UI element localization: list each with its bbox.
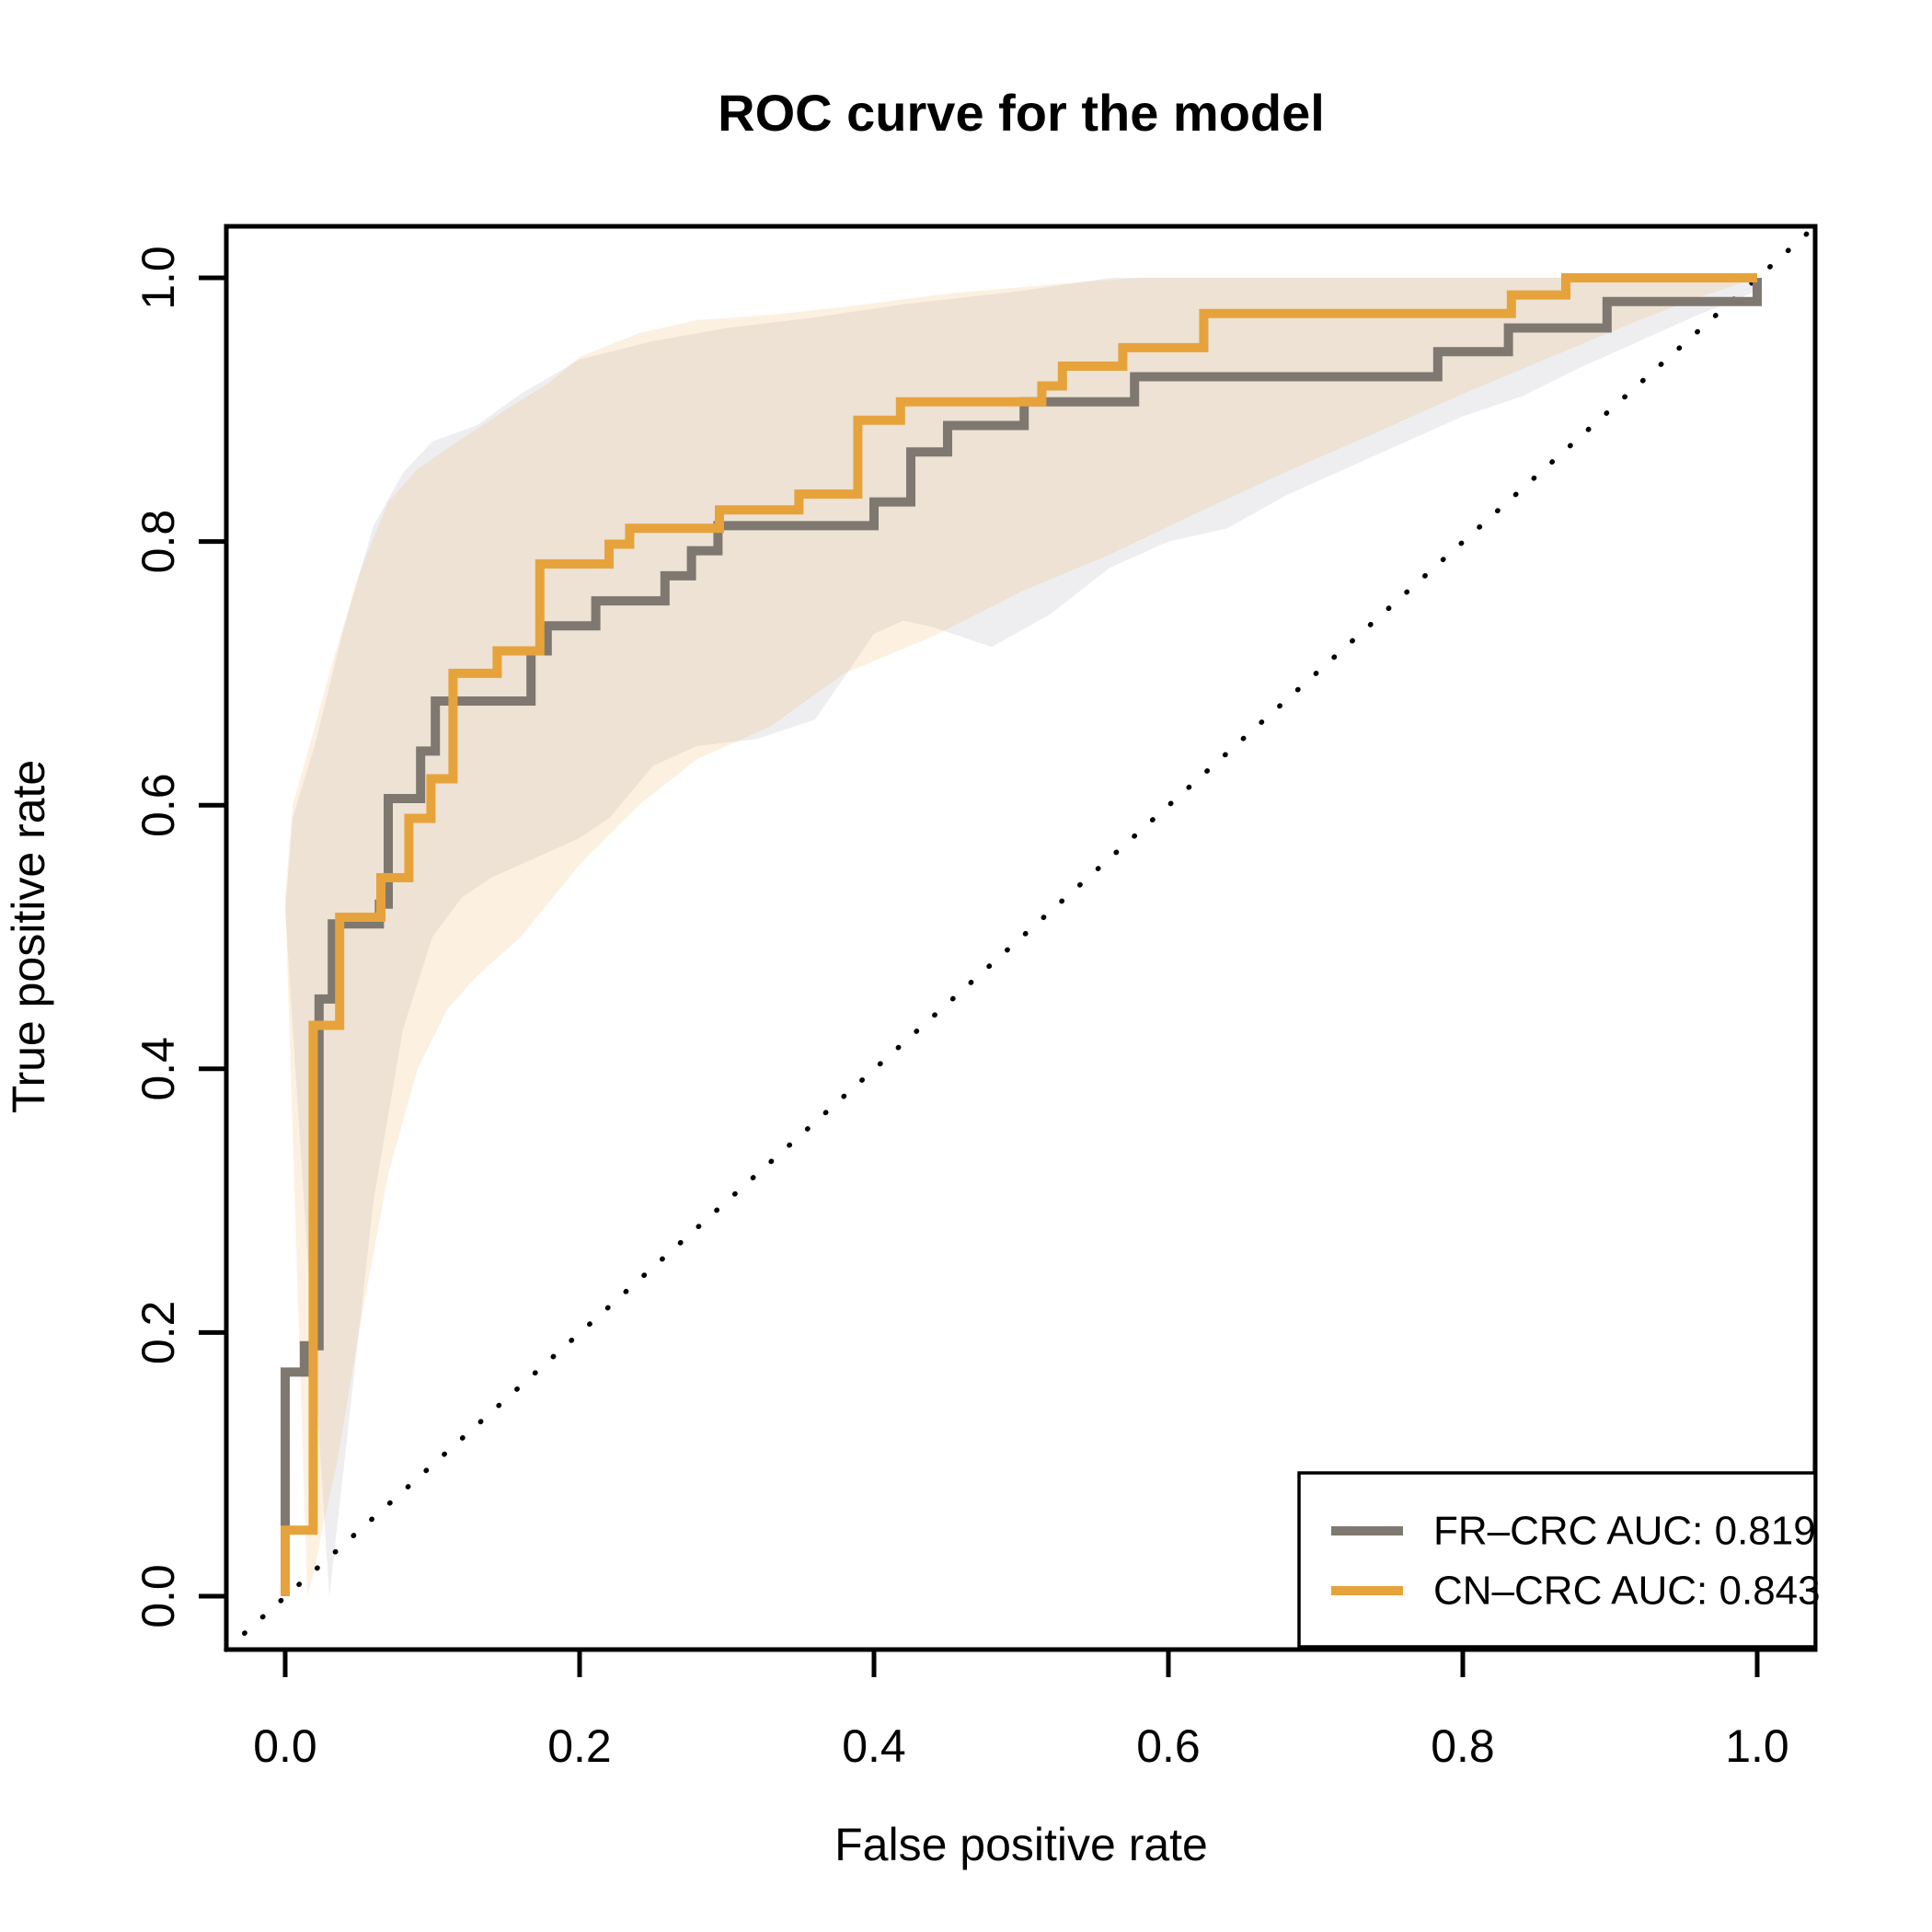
- y-tick-label: 1.0: [132, 246, 184, 310]
- legend-box: FR–CRC AUC: 0.819 CN–CRC AUC: 0.843: [1297, 1471, 1821, 1649]
- chart-title: ROC curve for the model: [718, 84, 1325, 142]
- axis-ticks: 0.0 0.2 0.4 0.6 0.8 1.0 0.0 0.2 0.4 0.6 0.8 1.0: [132, 246, 1789, 1772]
- chance-diagonal: [224, 224, 1818, 1652]
- y-tick-label: 0.4: [132, 1037, 184, 1101]
- y-axis-label: True positive rate: [3, 760, 54, 1113]
- y-tick-label: 0.0: [132, 1564, 184, 1628]
- x-tick-label: 0.4: [842, 1720, 906, 1772]
- x-tick-label: 0.6: [1136, 1720, 1201, 1772]
- x-tick-label: 1.0: [1725, 1720, 1789, 1772]
- confidence-band-cn-crc: [285, 278, 1757, 1596]
- roc-curve-fr-crc: [281, 278, 1762, 1596]
- plot-frame: [224, 224, 1818, 1652]
- x-axis-label: False positive rate: [834, 1819, 1208, 1870]
- legend-label-0: FR–CRC AUC: 0.819: [1433, 1509, 1816, 1554]
- plot-border: [224, 224, 1818, 1652]
- y-tick-label: 0.8: [132, 510, 184, 574]
- x-tick-label: 0.0: [253, 1720, 317, 1772]
- legend-frame: [1297, 1471, 1817, 1649]
- diagonal-dotted-line: [224, 224, 1818, 1652]
- x-tick-label: 0.8: [1431, 1720, 1495, 1772]
- y-tick-label: 0.2: [132, 1301, 184, 1365]
- y-tick-label: 0.6: [132, 773, 184, 837]
- roc-curves: [281, 273, 1762, 1596]
- legend-label-1: CN–CRC AUC: 0.843: [1433, 1569, 1821, 1614]
- roc-curve-cn-crc: [281, 273, 1757, 1596]
- x-tick-label: 0.2: [547, 1720, 612, 1772]
- confidence-bands: [285, 278, 1757, 1596]
- confidence-band-fr-crc: [285, 278, 1757, 1596]
